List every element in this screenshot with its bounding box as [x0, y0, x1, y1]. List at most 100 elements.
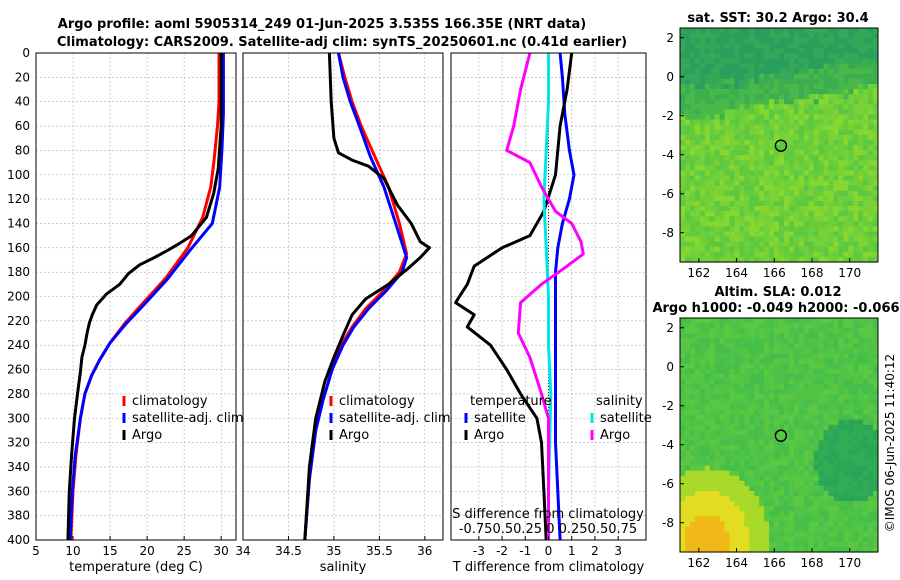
depth-tick-label-13: 260 — [7, 363, 30, 377]
sla_map-xtick-label-1: 164 — [725, 556, 748, 570]
temperature-xtick-label-4: 25 — [177, 544, 192, 558]
sst_map-ytick-label-4: -6 — [662, 187, 674, 201]
sla_map-xtick-label-2: 166 — [763, 556, 786, 570]
sla_map-ytick-label-4: -6 — [662, 477, 674, 491]
sla_map-ytick-label-0: 2 — [666, 321, 674, 335]
salinity-legend-label-1: satellite-adj. clim — [339, 411, 451, 426]
depth-tick-label-17: 340 — [7, 460, 30, 474]
temperature-series-satellite-adj-clim — [68, 53, 225, 541]
depth-tick-label-14: 280 — [7, 387, 30, 401]
diff-x2label: S difference from climatology — [452, 507, 644, 522]
sla_map-argo-marker — [774, 429, 788, 442]
difference-xtick-label-4: 1 — [568, 544, 576, 558]
sla-map-panel: 162 164 166 168 170 2 0 -2 -4 -6 -8 Altim. SLA: 0.0… — [652, 285, 899, 570]
depth-tick-label-6: 120 — [7, 192, 30, 206]
depth-tick-label-7: 140 — [7, 216, 30, 230]
temperature-legend-label-0: climatology — [132, 394, 208, 409]
depth-tick-label-12: 240 — [7, 338, 30, 352]
temperature-frame — [35, 52, 237, 541]
sst_map-ytick-label-5: -8 — [662, 226, 674, 240]
depth-tick-label-9: 180 — [7, 265, 30, 279]
diff-x2ticks: -0.750.50.25 0 0.250.50.75 — [459, 522, 637, 537]
salinity-panel: 34 34.5 35 35.5 36 salinity climatology satelli… — [235, 52, 451, 575]
sla_map-ytick-label-3: -4 — [662, 438, 674, 452]
salinity-legend-label-2: Argo — [339, 428, 369, 443]
temperature-xtick-label-1: 10 — [65, 544, 80, 558]
diff-legend-label-2: satellite — [600, 411, 652, 426]
sst-map-panel: 162 164 166 168 170 2 0 -2 -4 -6 -8 sat. SST: 30.2 … — [662, 11, 879, 280]
salinity-xtick-label-3: 35.5 — [366, 544, 393, 558]
sla_map-xtick-label-3: 168 — [801, 556, 824, 570]
depth-tick-label-19: 380 — [7, 509, 30, 523]
temperature-xlabel: temperature (deg C) — [69, 560, 203, 575]
temperature-xtick-label-5: 30 — [214, 544, 229, 558]
depth-tick-label-16: 320 — [7, 436, 30, 450]
figure-title-line2: Climatology: CARS2009. Satellite-adj cli… — [57, 35, 627, 50]
sst_map-frame — [679, 27, 879, 263]
sst_map-ytick-label-1: 0 — [666, 70, 674, 84]
depth-tick-label-4: 80 — [15, 143, 30, 157]
depth-tick-label-1: 20 — [15, 70, 30, 84]
salinity-xlabel: salinity — [320, 560, 367, 575]
difference-xtick-label-1: -2 — [496, 544, 508, 558]
temperature-xtick-label-2: 15 — [102, 544, 117, 558]
difference-series-s-argo — [505, 52, 585, 540]
imos-timestamp: ©IMOS 06-Jun-2025 11:40:12 — [883, 354, 897, 532]
salinity-xtick-label-1: 34.5 — [275, 544, 302, 558]
diff-legend-temperature-title: temperature — [470, 394, 552, 409]
diff-legend-label-3: Argo — [600, 428, 630, 443]
sst_map-xtick-label-1: 164 — [725, 266, 748, 280]
difference-xtick-label-0: -3 — [473, 544, 485, 558]
sla_map-xtick-label-4: 170 — [838, 556, 861, 570]
sla_map-ytick-label-1: 0 — [666, 360, 674, 374]
sla_map-ytick-label-2: -2 — [662, 399, 674, 413]
sla-map-title: Altim. SLA: 0.012 — [715, 285, 842, 300]
depth-tick-label-0: 0 — [22, 46, 30, 60]
sla-map-subtitle: Argo h1000: -0.049 h2000: -0.066 — [652, 301, 899, 316]
sst_map-argo-marker — [774, 139, 788, 152]
difference-xtick-label-3: 0 — [545, 544, 553, 558]
sla_map-xtick-label-0: 162 — [687, 556, 710, 570]
salinity-frame — [242, 52, 444, 541]
salinity-series-argo — [303, 52, 431, 541]
sla_map-ytick-label-5: -8 — [662, 516, 674, 530]
depth-tick-label-5: 100 — [7, 168, 30, 182]
temperature-legend-label-1: satellite-adj. clim — [132, 411, 244, 426]
salinity-legend-label-0: climatology — [339, 394, 415, 409]
difference-xtick-label-6: 3 — [614, 544, 622, 558]
diff-legend-label-0: satellite — [474, 411, 526, 426]
sla_map-cells — [680, 318, 879, 553]
depth-tick-label-18: 360 — [7, 484, 30, 498]
difference-xtick-label-5: 2 — [591, 544, 599, 558]
difference-series-t-satellite — [554, 52, 576, 541]
sst_map-ytick-label-2: -2 — [662, 109, 674, 123]
temperature-series-argo — [66, 53, 223, 541]
diff-legend-label-1: Argo — [474, 428, 504, 443]
sst_map-cells — [680, 28, 879, 263]
sst_map-ytick-label-0: 2 — [666, 31, 674, 45]
difference-series-t-argo — [454, 52, 574, 541]
depth-tick-label-20: 400 — [7, 533, 30, 547]
diff-legend-salinity-title: salinity — [596, 394, 643, 409]
sst_map-xtick-label-0: 162 — [687, 266, 710, 280]
sst-map-title: sat. SST: 30.2 Argo: 30.4 — [687, 11, 868, 26]
sst_map-ytick-label-3: -4 — [662, 148, 674, 162]
temperature-panel: 5 10 15 20 25 30 temperature (deg C) 0 20 40 60 80 1… — [7, 46, 244, 575]
sla_map-frame — [679, 317, 879, 553]
depth-tick-label-10: 200 — [7, 290, 30, 304]
depth-tick-label-15: 300 — [7, 411, 30, 425]
salinity-xtick-label-0: 34 — [235, 544, 250, 558]
temperature-legend-label-2: Argo — [132, 428, 162, 443]
depth-tick-label-8: 160 — [7, 241, 30, 255]
figure-title-line1: Argo profile: aoml 5905314_249 01-Jun-20… — [58, 17, 586, 32]
difference-panel: -3 -2 -1 0 1 2 3 T difference from climatology t… — [450, 52, 652, 575]
depth-tick-label-11: 220 — [7, 314, 30, 328]
difference-xlabel: T difference from climatology — [452, 560, 645, 575]
sst_map-xtick-label-2: 166 — [763, 266, 786, 280]
depth-tick-label-2: 40 — [15, 95, 30, 109]
salinity-xtick-label-2: 35 — [326, 544, 341, 558]
temperature-xtick-label-0: 5 — [32, 544, 40, 558]
difference-xtick-label-2: -1 — [519, 544, 531, 558]
sst_map-xtick-label-3: 168 — [801, 266, 824, 280]
